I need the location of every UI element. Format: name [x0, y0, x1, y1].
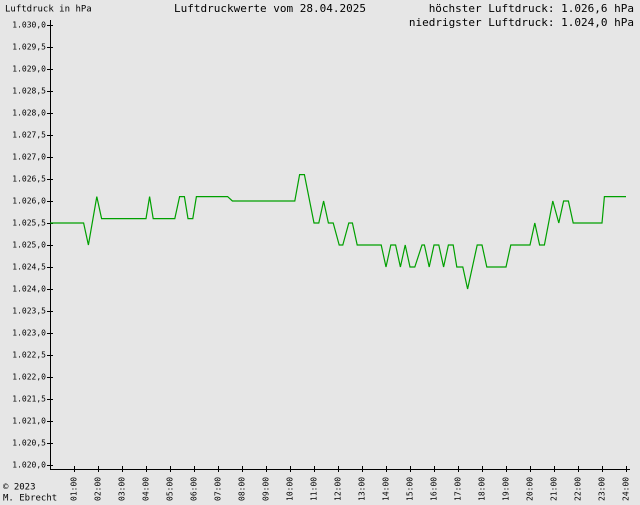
min-annotation: niedrigster Luftdruck: 1.024,0 hPa: [409, 16, 634, 29]
x-tick-label: 09:00: [262, 477, 271, 501]
y-tick-label: 1.028,5: [12, 87, 46, 96]
y-tick-label: 1.024,0: [12, 285, 46, 294]
x-tick-label: 15:00: [406, 477, 415, 501]
x-tick-label: 13:00: [358, 477, 367, 501]
y-tick-label: 1.030,0: [12, 21, 46, 30]
y-tick-label: 1.028,0: [12, 109, 46, 118]
y-tick-label: 1.023,0: [12, 329, 46, 338]
x-tick-label: 08:00: [238, 477, 247, 501]
x-tick-label: 03:00: [118, 477, 127, 501]
x-tick-label: 24:00: [622, 477, 631, 501]
x-tick-label: 11:00: [310, 477, 319, 501]
x-tick-label: 21:00: [550, 477, 559, 501]
y-tick-label: 1.029,0: [12, 65, 46, 74]
x-tick-label: 16:00: [430, 477, 439, 501]
max-annotation: höchster Luftdruck: 1.026,6 hPa: [429, 2, 634, 15]
y-tick-label: 1.022,5: [12, 351, 46, 360]
x-tick-label: 06:00: [190, 477, 199, 501]
y-tick-label: 1.029,5: [12, 43, 46, 52]
x-tick-label: 14:00: [382, 477, 391, 501]
y-tick-label: 1.026,5: [12, 175, 46, 184]
y-tick-label: 1.021,0: [12, 417, 46, 426]
author: M. Ebrecht: [3, 494, 57, 504]
y-tick-label: 1.023,5: [12, 307, 46, 316]
x-tick-label: 18:00: [478, 477, 487, 501]
x-tick-label: 07:00: [214, 477, 223, 501]
x-tick-label: 20:00: [526, 477, 535, 501]
y-tick-label: 1.020,0: [12, 461, 46, 470]
chart-title: Luftdruckwerte vom 28.04.2025: [174, 2, 366, 15]
y-axis-label: Luftdruck in hPa: [5, 5, 92, 15]
x-tick-label: 23:00: [598, 477, 607, 501]
x-tick-label: 10:00: [286, 477, 295, 501]
y-tick-label: 1.025,0: [12, 241, 46, 250]
y-tick-label: 1.027,5: [12, 131, 46, 140]
x-tick-label: 19:00: [502, 477, 511, 501]
x-tick-label: 05:00: [166, 477, 175, 501]
copyright: © 2023: [3, 483, 36, 493]
y-tick-label: 1.020,5: [12, 439, 46, 448]
x-tick-label: 12:00: [334, 477, 343, 501]
y-tick-label: 1.022,0: [12, 373, 46, 382]
y-tick-label: 1.024,5: [12, 263, 46, 272]
x-tick-label: 17:00: [454, 477, 463, 501]
y-tick-label: 1.021,5: [12, 395, 46, 404]
y-tick-label: 1.026,0: [12, 197, 46, 206]
y-tick-label: 1.025,5: [12, 219, 46, 228]
y-tick-label: 1.027,0: [12, 153, 46, 162]
data-line: [50, 174, 626, 290]
x-tick-label: 02:00: [94, 477, 103, 501]
x-tick-label: 22:00: [574, 477, 583, 501]
x-tick-label: 01:00: [70, 477, 79, 501]
x-tick-label: 04:00: [142, 477, 151, 501]
